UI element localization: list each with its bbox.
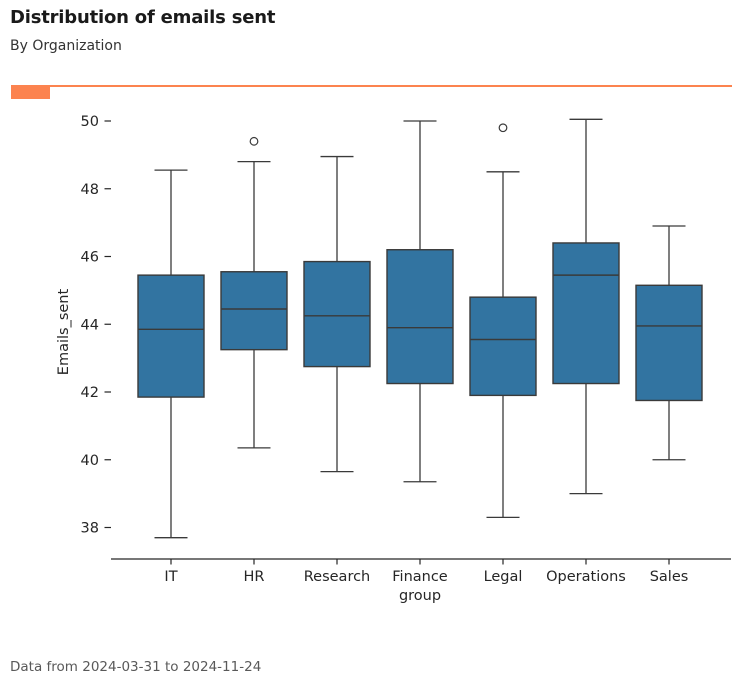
box-Finance <box>386 249 454 385</box>
x-tick-label-IT: IT <box>164 569 177 585</box>
chart-subtitle: By Organization <box>10 38 122 54</box>
outlier-HR <box>249 136 259 146</box>
x-tick-label-Sales: Sales <box>650 569 689 585</box>
box-Research <box>303 260 371 368</box>
outlier-Legal <box>498 123 508 133</box>
accent-divider-line <box>11 85 732 87</box>
y-tick-label-48: 48 <box>81 182 99 198</box>
y-tick-label-42: 42 <box>81 385 99 401</box>
x-axis-title: group <box>399 588 441 604</box>
y-axis-title: Emails_sent <box>56 288 72 375</box>
y-tick-label-46: 46 <box>81 250 99 266</box>
box-Sales <box>635 284 703 402</box>
y-tick-label-38: 38 <box>81 521 99 537</box>
x-tick-label-Operations: Operations <box>546 569 626 585</box>
box-IT <box>137 274 205 398</box>
x-tick-label-Legal: Legal <box>484 569 523 585</box>
box-HR <box>220 271 288 351</box>
y-tick-label-44: 44 <box>81 317 99 333</box>
y-tick-label-40: 40 <box>81 453 99 469</box>
x-tick-label-Research: Research <box>304 569 371 585</box>
chart-title: Distribution of emails sent <box>10 7 276 28</box>
box-Legal <box>469 296 537 397</box>
box-Operations <box>552 242 620 385</box>
x-tick-label-Finance: Finance <box>392 569 448 585</box>
y-tick-label-50: 50 <box>81 114 99 130</box>
x-tick-label-HR: HR <box>244 569 265 585</box>
accent-swatch <box>11 85 50 99</box>
chart-footer-note: Data from 2024-03-31 to 2024-11-24 <box>10 659 262 675</box>
